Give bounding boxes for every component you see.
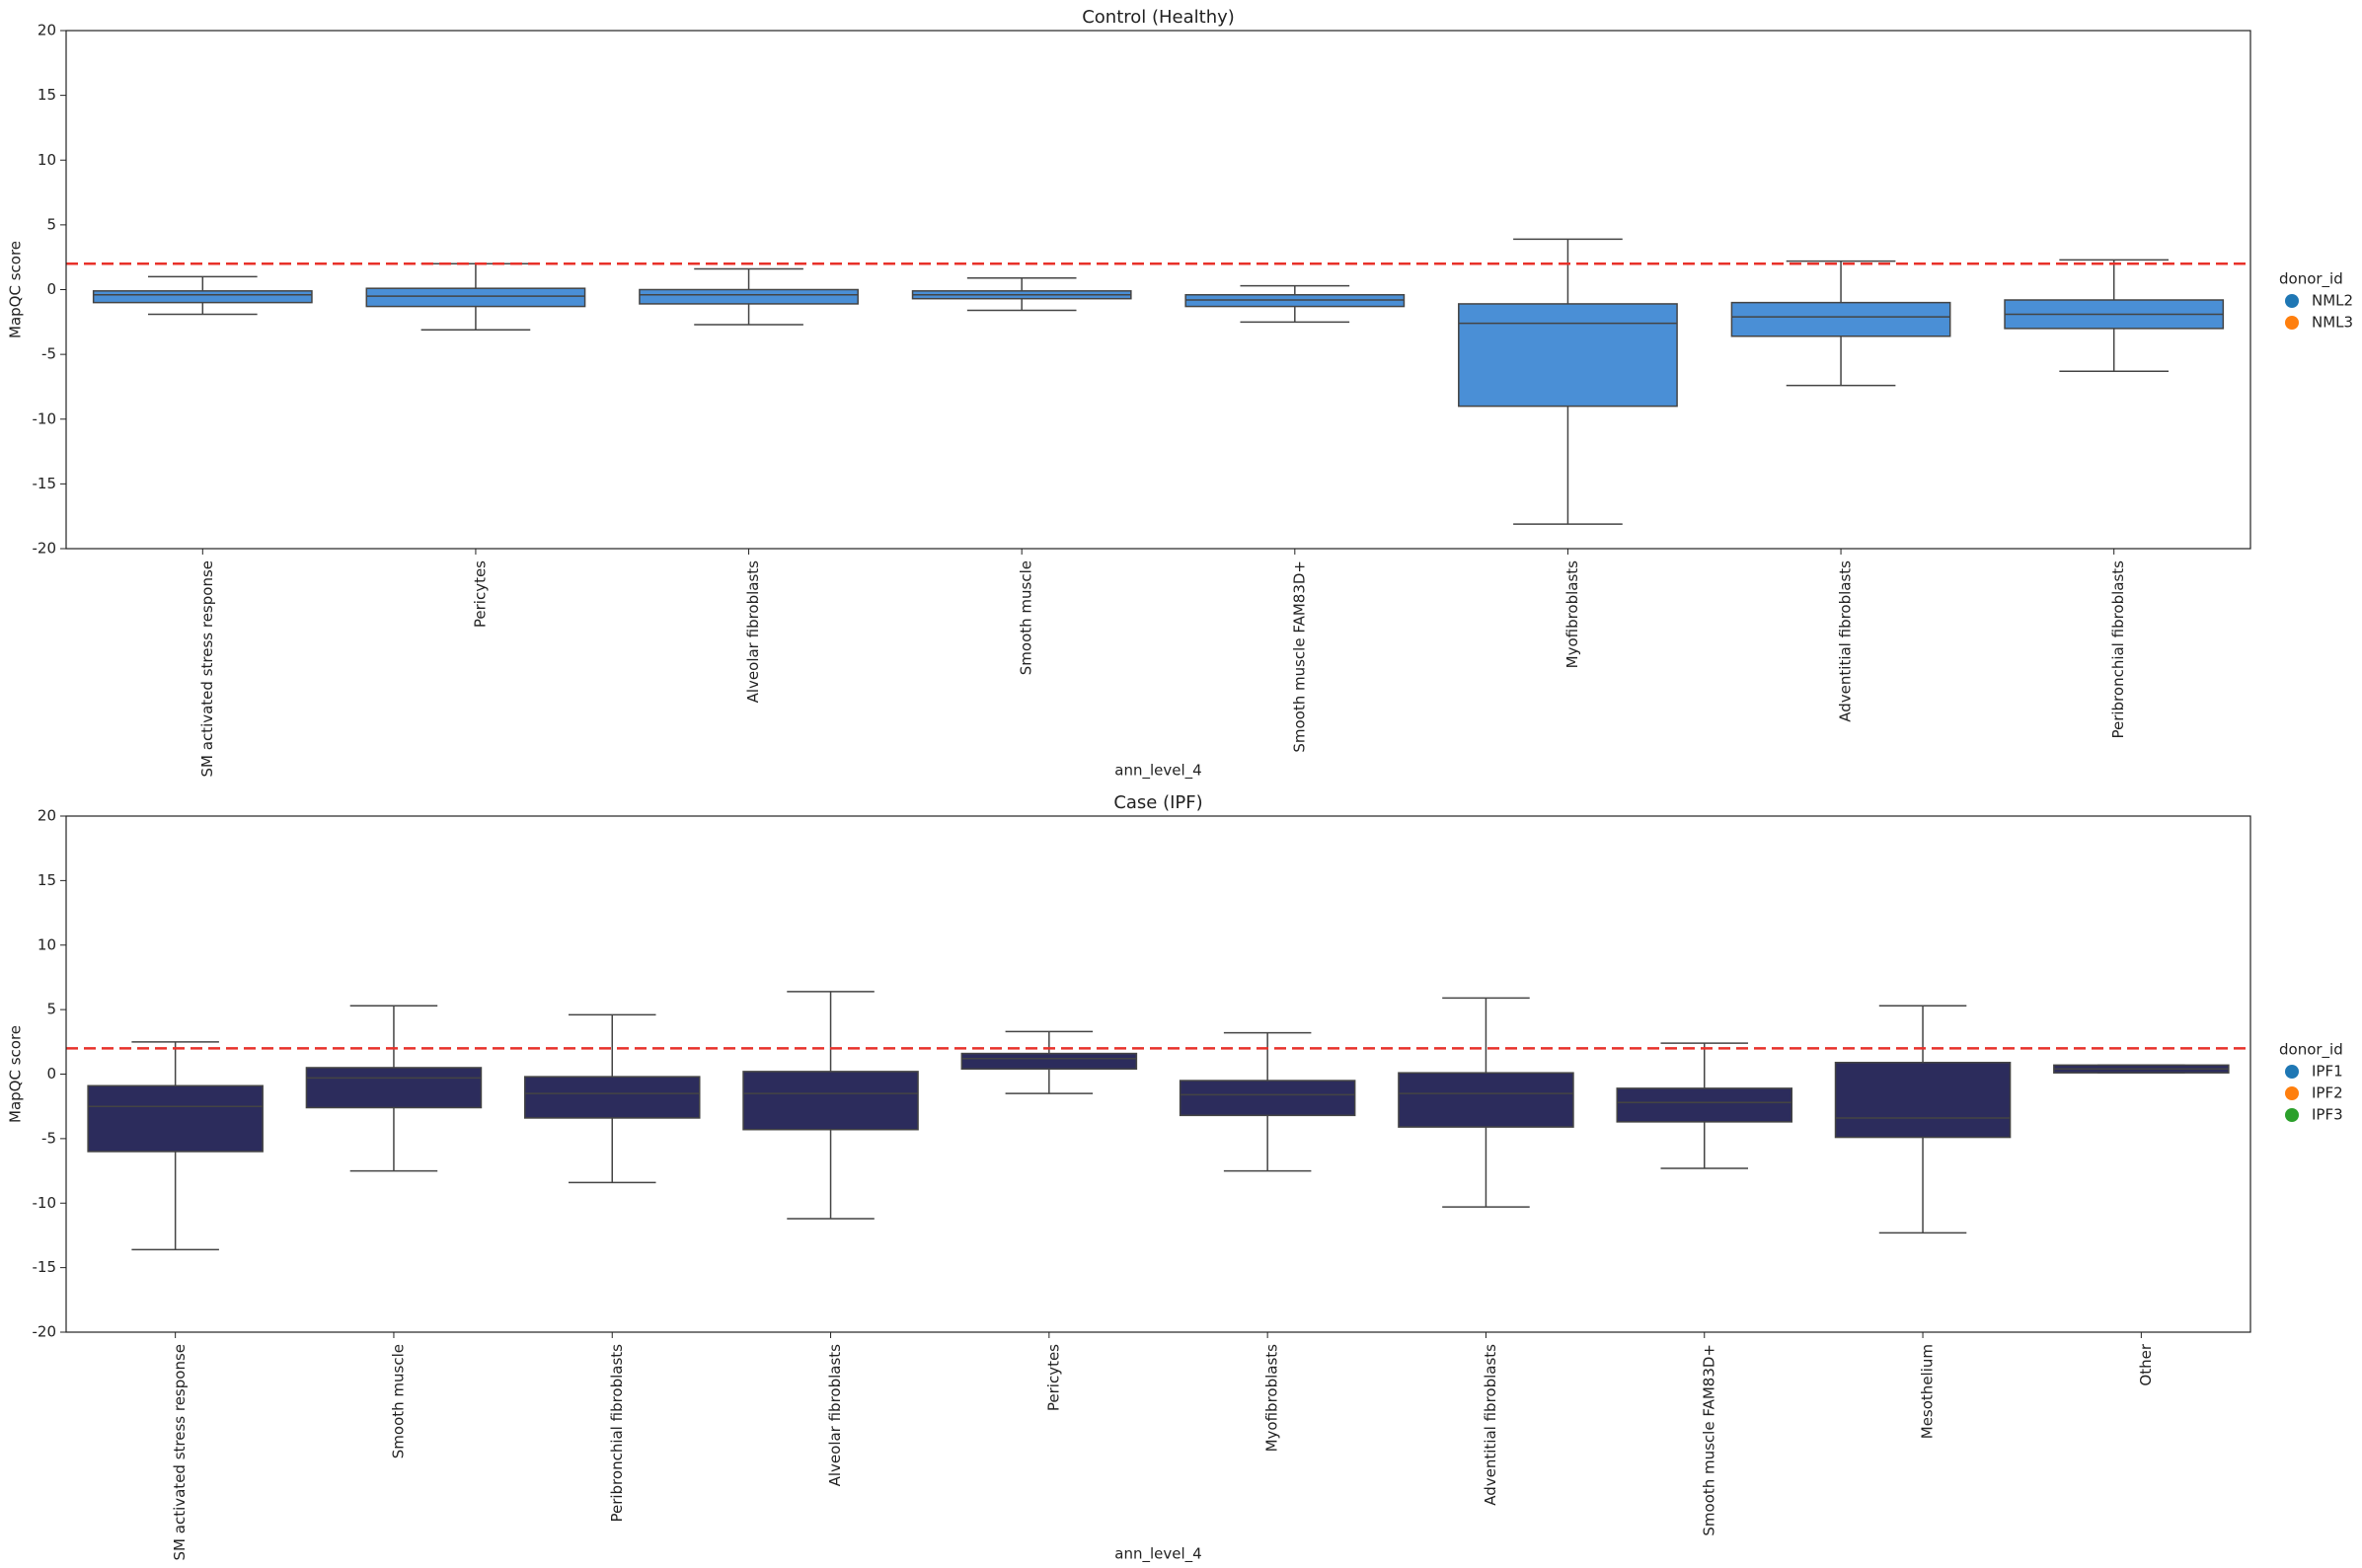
y-tick-label: 20 (38, 22, 56, 39)
legend-marker (2285, 1108, 2299, 1122)
legend-label: IPF2 (2312, 1084, 2343, 1102)
chart-title: Control (Healthy) (1082, 7, 1235, 28)
x-tick-label: SM activated stress response (198, 560, 216, 777)
legend-marker (2285, 1086, 2299, 1100)
x-tick-label: Alveolar fibroblasts (744, 560, 762, 704)
y-tick-label: 0 (46, 1065, 56, 1083)
box (639, 288, 859, 305)
plot-frame (65, 30, 2251, 550)
box (87, 1084, 264, 1153)
box (1458, 303, 1678, 408)
legend-label: IPF3 (2312, 1106, 2343, 1124)
chart-title: Case (IPF) (1113, 792, 1202, 813)
box (960, 1052, 1138, 1071)
legend-title: donor_id (2279, 1041, 2343, 1060)
legend-label: NML2 (2312, 292, 2353, 310)
y-tick-label: 15 (38, 86, 56, 104)
x-tick-label: Smooth muscle (389, 1344, 407, 1458)
x-tick-label: Adventitial fibroblasts (1837, 560, 1855, 722)
box (1616, 1087, 1793, 1123)
box (742, 1071, 919, 1131)
y-tick-label: 10 (38, 151, 56, 169)
y-tick-label: -5 (41, 1129, 56, 1147)
y-tick-label: -15 (33, 1258, 57, 1276)
y-tick-label: -10 (33, 410, 57, 427)
y-tick-label: 20 (38, 807, 56, 825)
x-axis-label: ann_level_4 (1114, 1545, 1201, 1564)
x-tick-label: Peribronchial fibroblasts (2109, 560, 2127, 739)
y-axis-label: MapQC score (7, 1025, 25, 1123)
legend-title: donor_id (2279, 270, 2343, 289)
box (1834, 1061, 2012, 1139)
x-tick-label: Mesothelium (1919, 1344, 1937, 1439)
y-tick-label: -15 (33, 475, 57, 492)
box (365, 287, 586, 308)
x-tick-label: Peribronchial fibroblasts (608, 1344, 626, 1523)
x-axis-label: ann_level_4 (1114, 762, 1201, 781)
y-tick-label: 5 (46, 1001, 56, 1018)
x-tick-label: Smooth muscle (1018, 560, 1035, 675)
y-axis-label: MapQC score (7, 241, 25, 338)
legend-marker (2285, 294, 2299, 308)
x-tick-label: Adventitial fibroblasts (1482, 1344, 1499, 1506)
x-tick-label: Smooth muscle FAM83D+ (1700, 1344, 1717, 1536)
y-tick-label: -10 (33, 1194, 57, 1212)
legend-label: IPF1 (2312, 1063, 2343, 1081)
y-tick-label: -20 (33, 1323, 57, 1341)
box (305, 1067, 483, 1109)
y-tick-label: -20 (33, 540, 57, 558)
box (523, 1076, 701, 1119)
box (92, 290, 313, 304)
x-tick-label: Myofibroblasts (1563, 560, 1581, 669)
legend-marker (2285, 316, 2299, 330)
x-tick-label: Other (2137, 1343, 2155, 1385)
y-tick-label: 5 (46, 215, 56, 233)
y-tick-label: 10 (38, 935, 56, 953)
x-tick-label: SM activated stress response (171, 1344, 189, 1560)
plot-frame (65, 815, 2251, 1333)
box (1730, 301, 1951, 337)
x-tick-label: Smooth muscle FAM83D+ (1290, 560, 1308, 753)
box (1398, 1072, 1574, 1128)
x-tick-label: Pericytes (471, 560, 489, 628)
x-tick-label: Alveolar fibroblasts (826, 1344, 844, 1487)
y-tick-label: 15 (38, 871, 56, 889)
y-tick-label: 0 (46, 280, 56, 298)
legend-label: NML3 (2312, 314, 2353, 332)
x-tick-label: Myofibroblasts (1263, 1344, 1281, 1453)
legend-marker (2285, 1065, 2299, 1079)
x-tick-label: Pericytes (1044, 1344, 1062, 1411)
box (1179, 1080, 1356, 1117)
y-tick-label: -5 (41, 345, 56, 363)
